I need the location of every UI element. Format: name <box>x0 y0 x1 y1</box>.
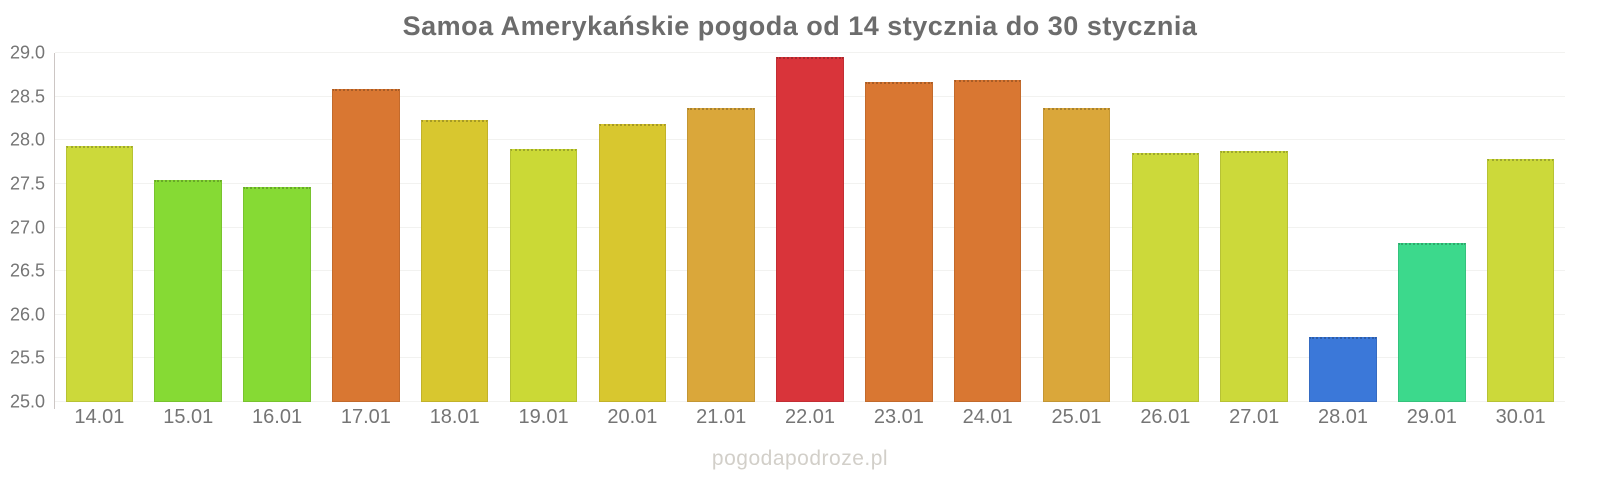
x-tick-label: 24.01 <box>962 406 1013 428</box>
x-tick-label: 20.01 <box>607 406 658 428</box>
bar-slot <box>410 53 499 402</box>
bar-16.01[interactable] <box>243 186 311 402</box>
x-tick-label: 22.01 <box>785 406 836 428</box>
y-tick-label: 28.5 <box>9 86 45 107</box>
bar-slot <box>588 53 677 402</box>
bar-29.01[interactable] <box>1398 243 1466 402</box>
bar-slot <box>321 53 410 402</box>
y-tick-label: 29.0 <box>9 42 45 63</box>
x-axis-labels: 14.01 15.01 16.01 17.01 18.01 19.01 20.01 21.01… <box>55 406 1565 429</box>
bars-container <box>55 53 1565 402</box>
y-tick-label: 27.5 <box>9 173 45 194</box>
bar-slot <box>1210 53 1299 402</box>
y-tick-label: 25.5 <box>9 347 45 368</box>
bar-slot <box>499 53 588 402</box>
x-tick-label: 30.01 <box>1495 406 1546 428</box>
bar-22.01[interactable] <box>776 56 844 402</box>
x-tick-label: 17.01 <box>340 406 391 428</box>
bar-21.01[interactable] <box>687 107 755 402</box>
bar-23.01[interactable] <box>865 81 933 402</box>
bar-18.01[interactable] <box>420 120 489 402</box>
bar-20.01[interactable] <box>598 123 667 402</box>
y-axis-line <box>54 53 55 409</box>
bar-slot <box>1387 53 1476 402</box>
x-tick-label: 19.01 <box>518 406 569 428</box>
y-tick-label: 28.0 <box>9 129 45 150</box>
bar-slot <box>1299 53 1388 402</box>
x-tick-label: 28.01 <box>1317 406 1369 428</box>
bar-slot <box>943 53 1032 402</box>
bar-19.01[interactable] <box>509 148 578 402</box>
bar-slot <box>1121 53 1210 402</box>
bar-slot <box>55 53 144 402</box>
bar-14.01[interactable] <box>65 146 134 402</box>
bar-slot <box>766 53 855 402</box>
y-tick-label: 26.5 <box>9 260 45 281</box>
bar-27.01[interactable] <box>1220 150 1288 402</box>
x-tick-label: 14.01 <box>74 406 125 428</box>
bar-slot <box>1032 53 1121 402</box>
x-tick-label: 18.01 <box>429 406 480 428</box>
bar-30.01[interactable] <box>1486 158 1555 402</box>
plot-area: 29.0 28.5 28.0 27.5 27.0 26.5 26.0 25.5 25.0 <box>10 43 1565 412</box>
watermark: pogodapodroze.pl <box>711 447 889 470</box>
chart-title: Samoa Amerykańskie pogoda od 14 stycznia… <box>402 11 1198 41</box>
bar-28.01[interactable] <box>1309 337 1377 402</box>
bar-slot <box>1476 53 1565 402</box>
gridline <box>55 52 1565 53</box>
x-tick-label: 16.01 <box>252 406 303 428</box>
bar-15.01[interactable] <box>154 180 222 402</box>
x-tick-label: 25.01 <box>1051 406 1102 428</box>
bar-slot <box>233 53 322 402</box>
bar-24.01[interactable] <box>953 80 1022 402</box>
x-tick-label: 23.01 <box>873 406 924 428</box>
x-tick-label: 26.01 <box>1140 406 1191 428</box>
bar-slot <box>854 53 943 402</box>
x-tick-label: 29.01 <box>1406 406 1457 428</box>
x-tick-label: 21.01 <box>696 406 747 428</box>
x-tick-label: 27.01 <box>1229 406 1280 428</box>
y-tick-label: 26.0 <box>9 304 45 325</box>
bar-26.01[interactable] <box>1131 153 1200 402</box>
bar-25.01[interactable] <box>1042 107 1111 402</box>
bar-slot <box>144 53 233 402</box>
bar-slot <box>677 53 766 402</box>
y-tick-label: 27.0 <box>9 217 45 237</box>
bar-17.01[interactable] <box>332 88 400 402</box>
y-tick-label: 25.0 <box>9 391 45 412</box>
x-tick-label: 15.01 <box>163 406 214 428</box>
